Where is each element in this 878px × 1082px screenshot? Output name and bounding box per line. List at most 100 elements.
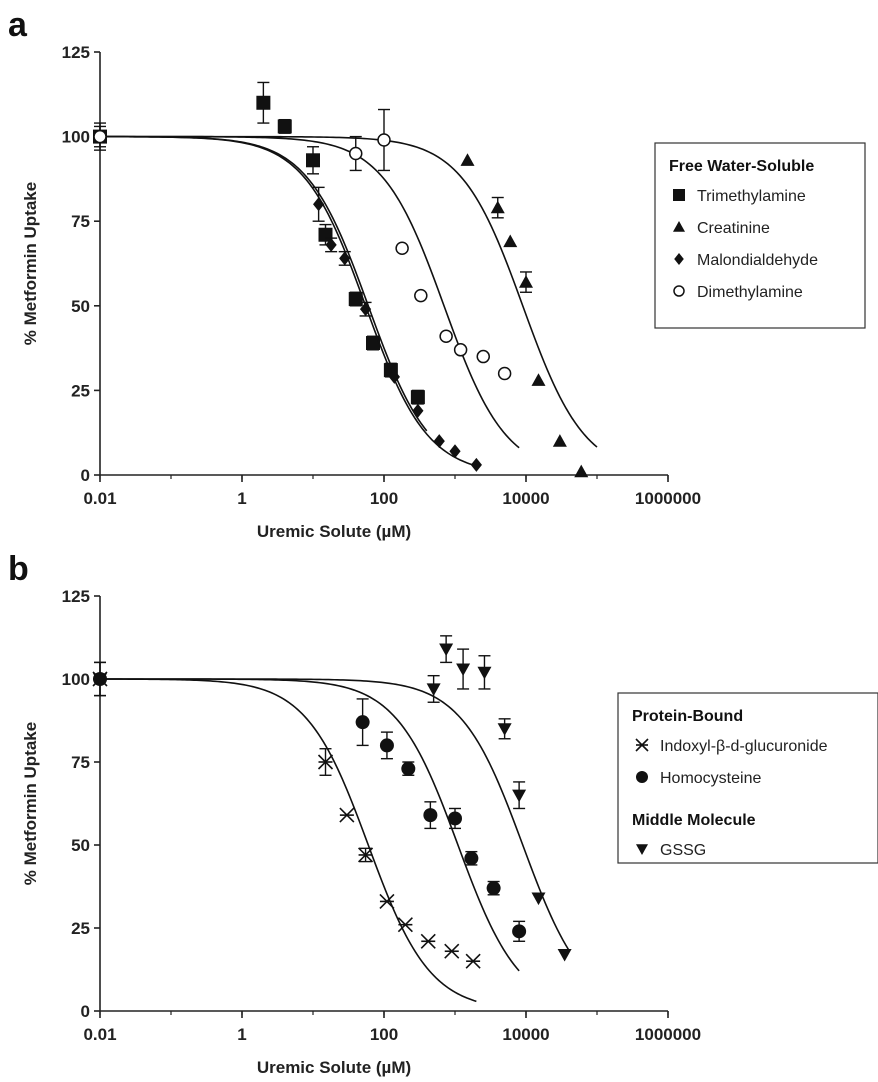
data-point-indoxyl-d-glucuronide <box>358 847 374 863</box>
data-point-gssg <box>557 948 572 962</box>
data-point-gssg <box>477 666 492 680</box>
data-point-homocysteine <box>401 761 416 776</box>
data-point-indoxyl-d-glucuronide <box>444 943 460 959</box>
y-tick-label: 100 <box>62 670 90 689</box>
series-trimethylamine <box>93 81 428 432</box>
y-tick-label: 0 <box>81 466 90 485</box>
data-point-gssg <box>497 723 512 736</box>
data-point-trimethylamine <box>256 95 271 110</box>
legend-label: Trimethylamine <box>697 188 806 205</box>
y-tick-label: 50 <box>71 297 90 316</box>
fit-curve-trimethylamine <box>100 135 428 432</box>
data-point-gssg <box>456 663 471 677</box>
series-gssg <box>93 635 572 962</box>
data-point-dimethylamine <box>439 329 453 344</box>
data-point-trimethylamine <box>306 153 320 168</box>
data-point-indoxyl-d-glucuronide <box>317 754 334 770</box>
data-point-gssg <box>93 673 107 686</box>
legend-title: Protein-Bound <box>632 708 743 725</box>
x-tick-label: 1000000 <box>635 489 701 508</box>
panel-label: b <box>8 550 29 588</box>
legend: Protein-Bound Indoxyl-β-d-glucuronide Homo… <box>617 692 878 864</box>
data-point-gssg <box>426 683 441 696</box>
y-axis-title: % Metformin Uptake <box>21 182 40 345</box>
data-point-dimethylamine <box>453 343 468 357</box>
data-point-dimethylamine <box>497 366 512 381</box>
data-point-indoxyl-d-glucuronide <box>397 917 413 933</box>
series-homocysteine <box>93 661 527 972</box>
x-tick-label: 10000 <box>502 1025 549 1044</box>
legend-label: Dimethylamine <box>697 284 803 301</box>
x-tick-label: 10000 <box>502 489 549 508</box>
x-axis-title: Uremic Solute (µM) <box>257 1058 411 1077</box>
data-point-creatinine <box>490 200 505 214</box>
data-point-gssg <box>531 892 546 906</box>
legend-label: GSSG <box>660 842 706 859</box>
series-dimethylamine <box>93 108 520 449</box>
data-point-indoxyl-d-glucuronide <box>465 953 481 969</box>
data-point-creatinine <box>460 153 475 166</box>
data-point-homocysteine <box>423 808 438 823</box>
y-tick-label: 0 <box>81 1002 90 1021</box>
x-tick-label: 100 <box>370 489 398 508</box>
data-point-malondialdehyde <box>449 444 461 459</box>
panel-a: a 0 25 50 75 100 125 0.01 1 100 10000 1000000 Uremic… <box>8 6 866 541</box>
data-point-malondialdehyde <box>388 369 400 384</box>
legend-label: Homocysteine <box>660 770 761 787</box>
y-axis-title: % Metformin Uptake <box>21 722 40 885</box>
data-point-homocysteine <box>486 881 501 896</box>
data-point-malondialdehyde <box>412 403 424 418</box>
legend-marker-creatinine <box>673 221 685 232</box>
data-point-indoxyl-d-glucuronide <box>339 807 355 823</box>
series-indoxyl-d-glucuronide <box>92 661 481 1003</box>
fit-curve-gssg <box>100 678 570 951</box>
x-tick-label: 0.01 <box>83 1025 116 1044</box>
y-tick-label: 75 <box>71 212 90 231</box>
x-tick-label: 100 <box>370 1025 398 1044</box>
data-point-dimethylamine <box>377 133 391 147</box>
data-point-creatinine <box>519 275 533 288</box>
series-creatinine <box>100 135 598 478</box>
y-tick-label: 75 <box>71 753 90 772</box>
data-point-dimethylamine <box>348 146 363 161</box>
data-point-malondialdehyde <box>313 197 325 212</box>
data-point-homocysteine <box>355 715 370 730</box>
data-point-malondialdehyde <box>433 434 445 449</box>
legend-box <box>617 692 878 864</box>
legend-marker-indoxyl-d-glucuronide <box>635 738 649 752</box>
panel-b: b 0 25 50 75 100 125 0.01 1 100 10000 1000000 Uremic… <box>8 550 878 1077</box>
fit-curve-dimethylamine <box>99 135 520 449</box>
data-point-trimethylamine <box>410 390 425 405</box>
x-axis-title: Uremic Solute (µM) <box>257 522 411 541</box>
y-tick-label: 125 <box>62 587 90 606</box>
data-point-malondialdehyde <box>470 457 482 472</box>
data-point-gssg <box>512 789 527 803</box>
data-point-indoxyl-d-glucuronide <box>379 893 395 910</box>
data-point-indoxyl-d-glucuronide <box>420 933 436 949</box>
y-tick-label: 100 <box>62 128 90 147</box>
data-point-trimethylamine <box>277 119 292 134</box>
y-tick-label: 125 <box>62 43 90 62</box>
data-point-trimethylamine <box>348 292 363 307</box>
legend-marker-trimethylamine <box>673 189 685 201</box>
data-point-trimethylamine <box>366 336 381 351</box>
data-point-homocysteine <box>464 851 479 866</box>
y-tick-label: 25 <box>71 381 90 400</box>
data-point-dimethylamine <box>476 349 491 364</box>
panel-label: a <box>8 6 28 44</box>
data-point-creatinine <box>503 234 518 248</box>
data-point-malondialdehyde <box>359 302 372 317</box>
data-point-creatinine <box>531 373 546 386</box>
data-point-homocysteine <box>448 811 462 826</box>
data-point-malondialdehyde <box>339 251 351 266</box>
legend-label: Malondialdehyde <box>697 252 818 269</box>
data-point-dimethylamine <box>395 241 409 256</box>
legend-label: Indoxyl-β-d-glucuronide <box>660 738 828 755</box>
x-tick-label: 1 <box>237 489 246 508</box>
y-tick-label: 25 <box>71 919 90 938</box>
data-point-malondialdehyde <box>325 237 337 252</box>
data-point-homocysteine <box>512 924 527 939</box>
x-tick-label: 1000000 <box>635 1025 701 1044</box>
fit-curve-indoxyl-d-glucuronide <box>100 678 477 1003</box>
